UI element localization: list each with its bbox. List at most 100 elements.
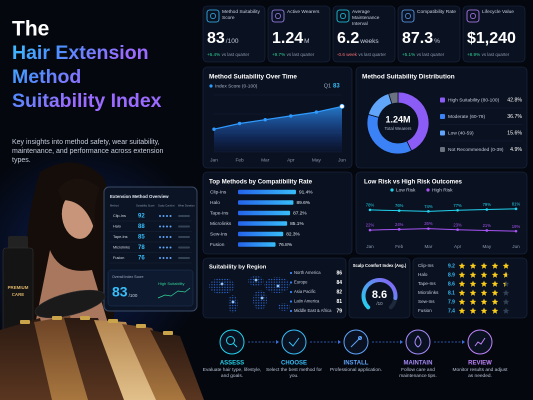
value-label: 81% <box>512 201 521 206</box>
y-tick-label: Fusion <box>210 242 225 248</box>
rating-label: Sew-Ins <box>418 299 435 304</box>
tablet-overall-value: 83 <box>112 284 128 300</box>
rating-label: Microlinks <box>418 290 439 295</box>
hair-bundle <box>34 316 96 400</box>
bundle-clips <box>20 316 173 335</box>
tablet-duration-bar <box>178 246 190 249</box>
area <box>214 106 342 152</box>
value-label: 42.8% <box>507 97 522 103</box>
badge-value: 83 <box>333 84 340 90</box>
rating-label: Tape-Ins <box>418 281 436 286</box>
kpi-change: +8.9% <box>467 52 480 57</box>
tablet-comfort-dot <box>166 236 168 238</box>
card <box>355 171 528 255</box>
region-label: Latin America <box>294 299 320 304</box>
rating-value: 7.9 <box>448 299 455 305</box>
brush <box>34 289 106 319</box>
point <box>368 228 372 232</box>
chart-title: Scalp Comfort Index (Avg.) <box>353 263 407 268</box>
kpi-icon-glyph <box>405 13 411 19</box>
step-glyph <box>288 337 300 347</box>
x-tick-label: Mar <box>261 157 270 163</box>
x-tick-label: Feb <box>235 157 244 163</box>
x-tick-label: Mar <box>424 244 432 249</box>
rating-value: 7.4 <box>448 308 455 314</box>
tablet-column: Suitability Score <box>136 204 155 208</box>
tablet-duration-bar <box>178 225 190 228</box>
kpi-label: Method Suitability Score <box>222 10 260 21</box>
bar <box>238 221 288 226</box>
step-glyph <box>233 343 238 348</box>
tablet-method: Clip-Ins <box>113 214 126 218</box>
tablet-method: Tape-Ins <box>113 235 128 239</box>
card <box>267 5 331 63</box>
tablet-comfort-dot <box>169 257 172 259</box>
step-glyph <box>414 335 422 348</box>
line <box>213 105 343 130</box>
value-label: 78% <box>366 203 375 208</box>
chart-title: Method Suitability Distribution <box>362 74 455 81</box>
tablet-comfort-dot <box>166 215 168 217</box>
donut-center-value: 1.24M <box>385 114 410 124</box>
legend-label: Low Risk <box>396 187 416 193</box>
value-label: 26% <box>424 221 433 226</box>
y-tick-label: Tape-Ins <box>210 210 229 216</box>
tablet-method: Microlinks <box>113 246 130 250</box>
tablet-column: Scalp Comfort <box>158 204 175 208</box>
step-glyph <box>358 336 362 340</box>
tablet-method: Halo <box>113 225 121 229</box>
map-hotspot <box>231 300 235 304</box>
tablet-duration-bar <box>178 257 190 259</box>
value-label: 76% <box>395 203 404 208</box>
rating-label: Halo <box>418 272 428 277</box>
y-tick-label: Halo <box>210 200 220 206</box>
region-swatch <box>289 309 293 313</box>
x-tick-label: Apr <box>454 244 462 249</box>
bar <box>238 200 294 205</box>
legend-swatch <box>440 97 445 103</box>
title-line: Method <box>12 66 81 88</box>
bar <box>238 231 284 237</box>
map-hotspot <box>260 296 264 300</box>
step-arrowhead <box>400 340 403 344</box>
chart-title: Low Risk vs High Risk Outcomes <box>364 179 463 186</box>
kpi-change: +5.1% <box>402 52 415 57</box>
region-swatch <box>289 281 293 284</box>
kpi-label: Active Wearers <box>287 10 320 15</box>
region-swatch <box>289 271 293 275</box>
tablet-score: 76 <box>138 256 145 262</box>
x-tick-label: Feb <box>395 244 403 249</box>
title-line: The <box>12 18 49 41</box>
tablet-score: 85 <box>138 235 145 241</box>
bar <box>238 242 276 247</box>
chart-title: Method Suitability Over Time <box>209 74 297 81</box>
step-icon-ring <box>467 329 493 355</box>
step-glyph <box>350 336 362 348</box>
tablet-score: 78 <box>138 245 145 251</box>
tablet-column: Wear Duration <box>178 204 195 208</box>
tablet-score: 88 <box>138 224 145 230</box>
hair-bundle <box>64 318 130 400</box>
tablet-comfort-dot <box>169 225 172 228</box>
value-label: 23% <box>453 222 462 227</box>
tablet-sparkline <box>157 287 191 299</box>
tablet-overall-unit: /100 <box>129 293 138 298</box>
hair-bundle <box>150 330 204 400</box>
kpi-note: vs last quarter <box>287 52 315 57</box>
region-label: Europe <box>294 280 308 285</box>
rating-label: Fusion <box>418 308 432 313</box>
region-swatch <box>289 290 293 294</box>
legend-swatch <box>440 147 445 152</box>
tablet-method: Fusion <box>113 256 124 260</box>
kpi-change: +9.7% <box>272 52 285 57</box>
value-label: 74% <box>424 204 433 209</box>
tablet-overall-box <box>107 269 194 307</box>
point <box>263 117 267 122</box>
kpi-value: 6.2 <box>337 30 359 47</box>
kpi-change: -0.6 week <box>337 52 358 57</box>
value-label: 24% <box>395 222 404 227</box>
point <box>456 228 459 232</box>
legend-swatch <box>426 188 430 192</box>
y-tick-label: Microlinks <box>210 221 232 227</box>
legend-label: High Suitability (80-100) <box>448 97 500 103</box>
